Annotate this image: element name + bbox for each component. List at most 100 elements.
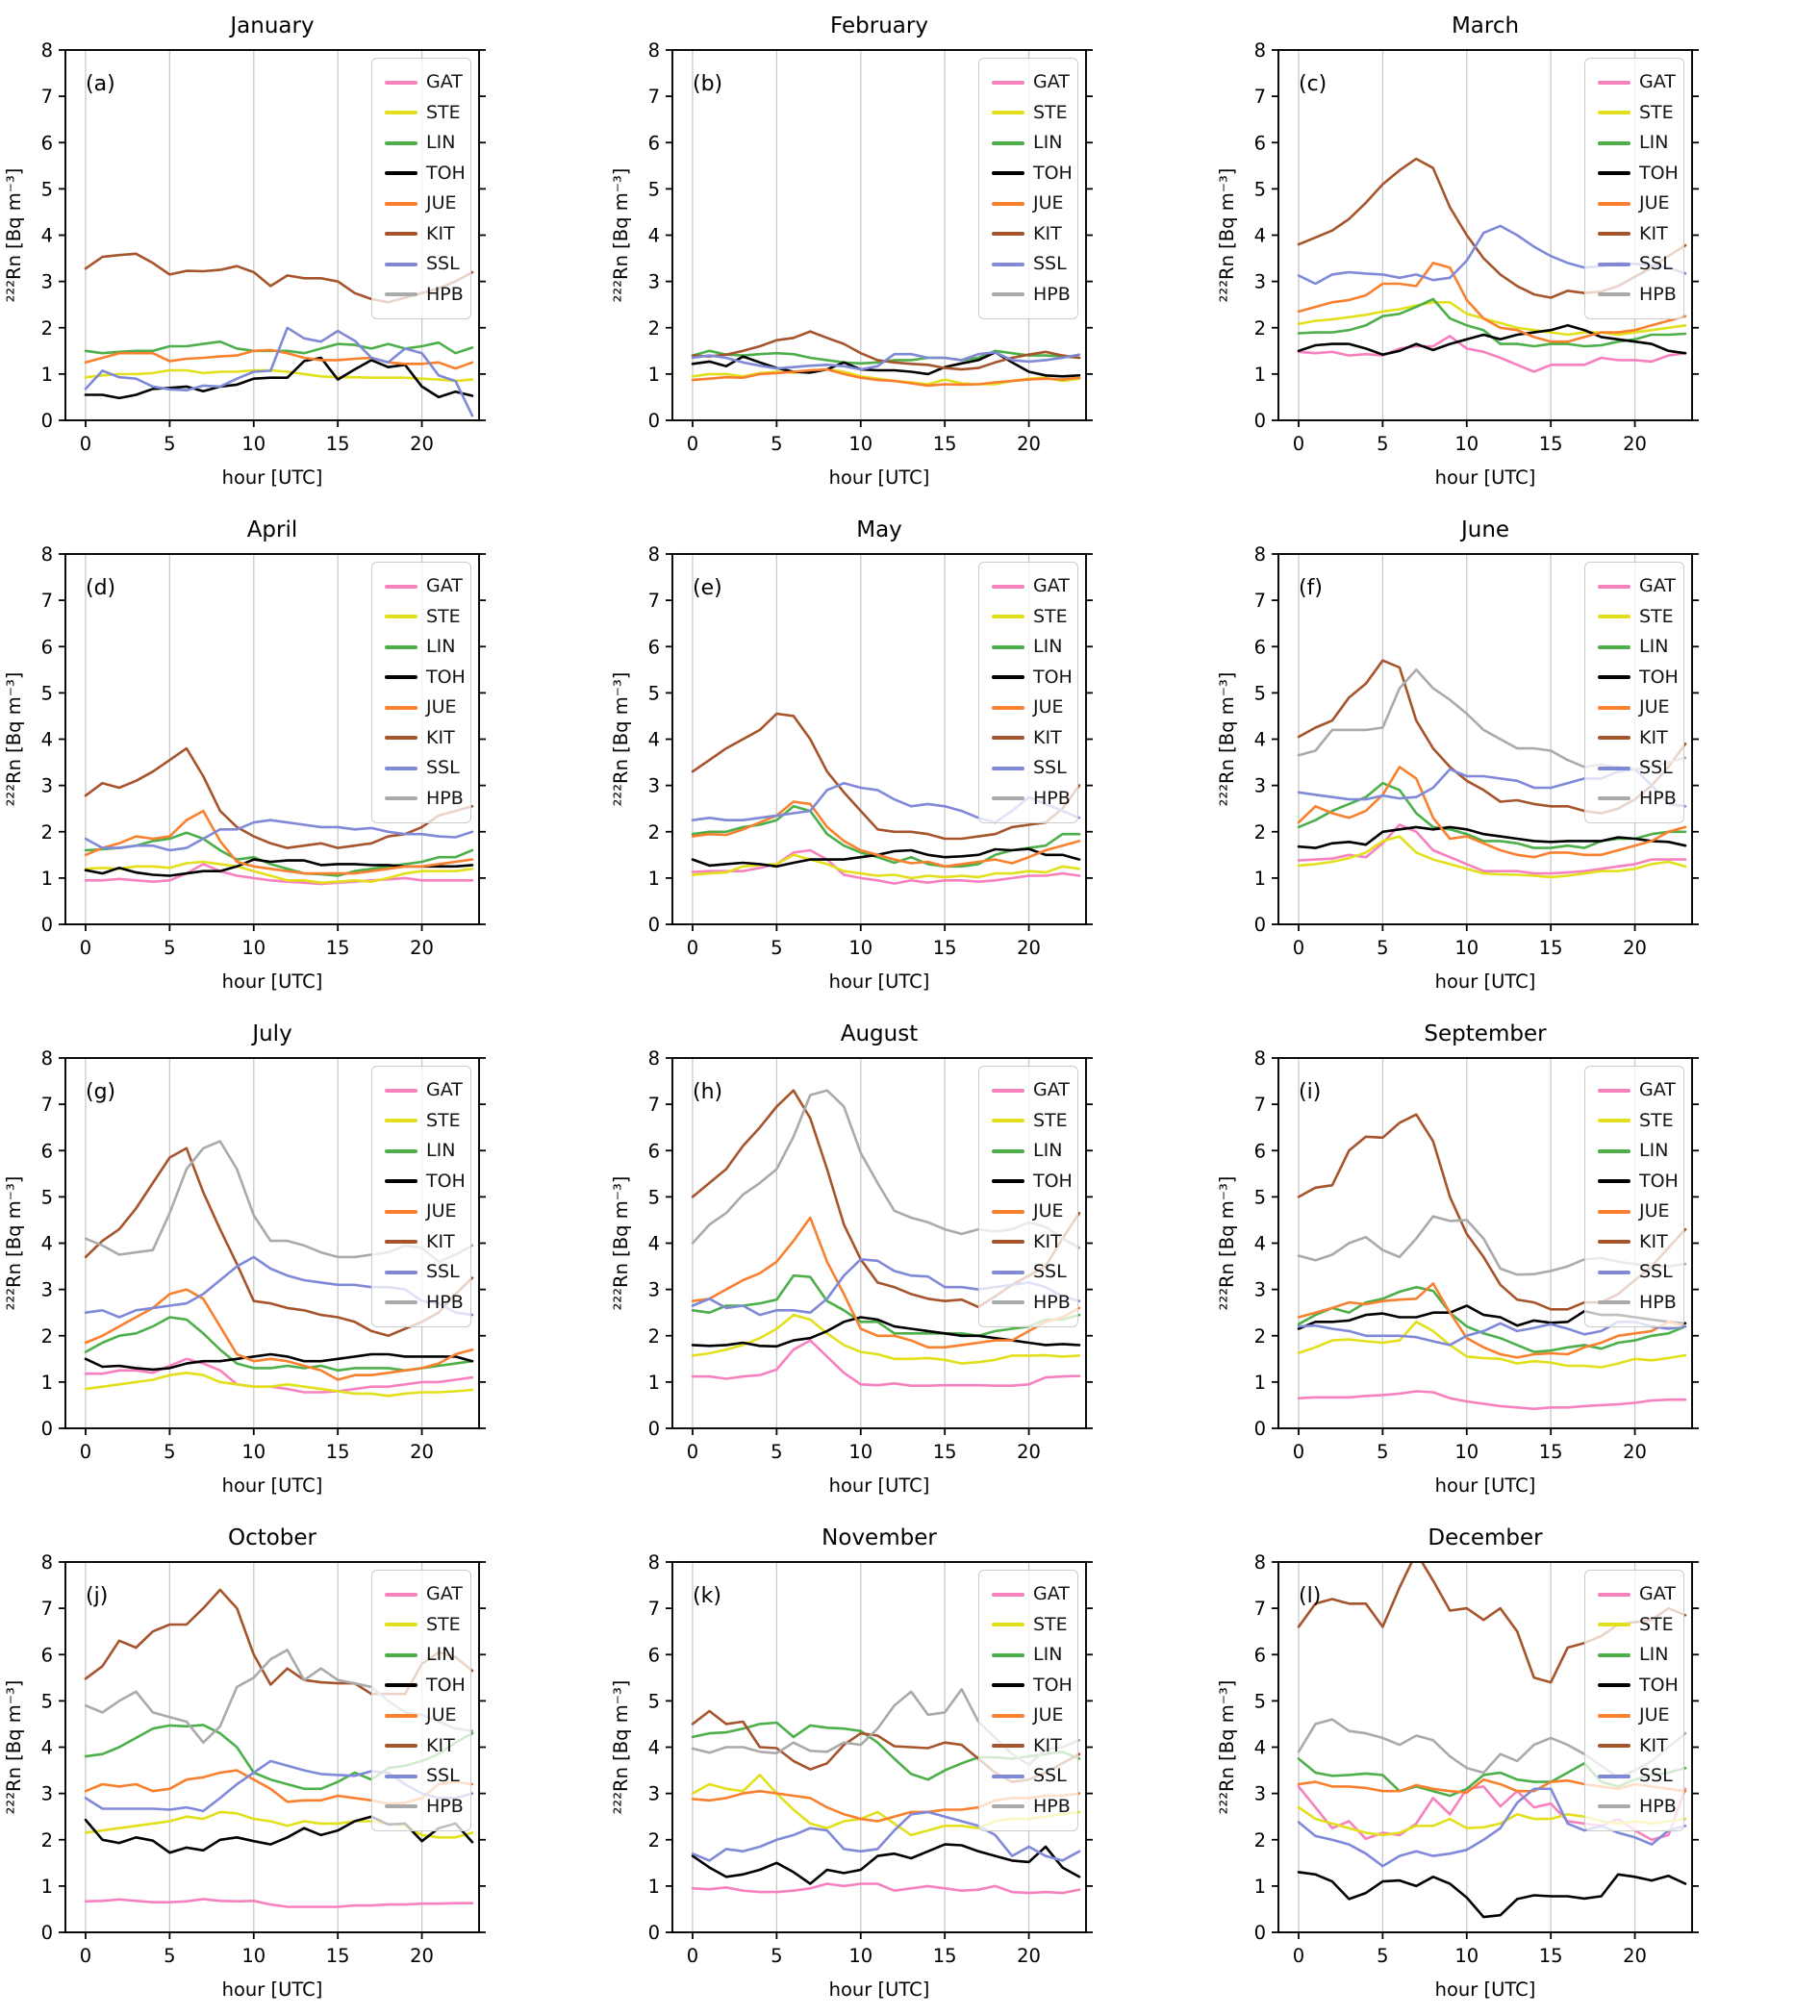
legend-line-swatch-JUE	[1598, 1209, 1630, 1214]
x-tick-label: 15	[1539, 433, 1563, 455]
legend-entry-STE: STE	[1598, 1615, 1680, 1634]
panel-letter: (e)	[693, 576, 722, 600]
x-axis-label: hour [UTC]	[222, 970, 323, 993]
legend-label: KIT	[1033, 222, 1062, 244]
legend-entry-HPB: HPB	[385, 1293, 467, 1312]
legend-label: KIT	[1033, 1734, 1062, 1756]
legend-entry-LIN: LIN	[1598, 638, 1680, 656]
series-line-JUE	[84, 809, 474, 875]
x-tick-label: 5	[164, 937, 175, 959]
legend-label: JUE	[426, 192, 457, 214]
legend-line-swatch-KIT	[992, 1744, 1024, 1749]
series-line-JUE	[691, 367, 1081, 388]
series-line-STE	[1297, 300, 1687, 337]
x-tick-label: 5	[164, 1945, 175, 1967]
y-tick-label: 7	[648, 86, 660, 108]
panel-title: August	[841, 1021, 919, 1046]
legend-label: TOH	[1639, 666, 1679, 688]
series-line-GAT	[84, 1898, 474, 1908]
legend-label: LIN	[426, 1644, 456, 1666]
legend-label: KIT	[426, 1734, 455, 1756]
legend-line-swatch-LIN	[1598, 1652, 1630, 1657]
y-tick-label: 0	[41, 1922, 53, 1944]
series-line-TOH	[691, 847, 1081, 869]
legend-entry-GAT: GAT	[385, 1585, 467, 1603]
legend-line-swatch-JUE	[385, 1713, 417, 1718]
panel-letter: (k)	[693, 1584, 721, 1608]
y-tick-label: 5	[41, 1186, 53, 1208]
legend-label: STE	[1639, 101, 1674, 123]
x-tick-label: 5	[1377, 937, 1388, 959]
legend-line-swatch-GAT	[1598, 80, 1630, 85]
series-line-STE	[84, 368, 474, 383]
series-line-SSL	[84, 819, 474, 852]
legend-line-swatch-SSL	[385, 1774, 417, 1778]
y-tick-label: 4	[1254, 225, 1266, 247]
legend-entry-STE: STE	[1598, 101, 1680, 123]
series-line-TOH	[84, 1352, 474, 1372]
legend-label: TOH	[1033, 1170, 1073, 1192]
panel-title: May	[856, 517, 902, 542]
legend-entry-JUE: JUE	[1598, 194, 1680, 213]
panel-title: September	[1424, 1021, 1547, 1046]
legend-label: KIT	[1639, 726, 1668, 748]
legend-label: LIN	[1639, 1140, 1669, 1162]
y-axis-label: ²²²Rn [Bq m⁻³]	[1216, 1176, 1238, 1311]
legend-entry-TOH: TOH	[385, 1676, 467, 1695]
legend-line-swatch-TOH	[385, 1683, 417, 1688]
y-tick-label: 2	[648, 317, 660, 340]
legend-line-swatch-STE	[992, 1119, 1024, 1123]
panel-march: 0 1 2 3 4 5 6 7 8 0 5 10 15 20 March (c) hour [UTC] ²²²Rn…	[1213, 0, 1820, 504]
legend-entry-TOH: TOH	[1598, 668, 1680, 687]
y-tick-label: 0	[648, 1922, 660, 1944]
y-tick-label: 3	[1254, 1783, 1266, 1805]
y-tick-label: 6	[1254, 132, 1266, 154]
series-line-SSL	[691, 1810, 1081, 1862]
y-tick-label: 5	[1254, 682, 1266, 704]
y-tick-label: 7	[41, 1094, 53, 1116]
panel-title: February	[830, 13, 928, 38]
legend-label: HPB	[1033, 283, 1071, 305]
panel-title: June	[1459, 517, 1509, 542]
legend-line-swatch-STE	[992, 111, 1024, 115]
legend-entry-SSL: SSL	[1598, 1263, 1680, 1281]
legend-entry-HPB: HPB	[385, 789, 467, 808]
legend-entry-HPB: HPB	[385, 1797, 467, 1816]
legend-line-swatch-KIT	[1598, 232, 1630, 237]
x-tick-label: 5	[164, 433, 175, 455]
x-axis-label: hour [UTC]	[1435, 970, 1536, 993]
legend-entry-JUE: JUE	[385, 698, 467, 717]
legend: GAT STE LIN TOH JUE KIT SSL HPB	[978, 1570, 1078, 1831]
y-tick-label: 4	[1254, 1233, 1266, 1255]
panel-august: 0 1 2 3 4 5 6 7 8 0 5 10 15 20 August (h) hour [UTC] ²²²R…	[607, 1008, 1214, 1512]
series-line-SSL	[1297, 1787, 1687, 1868]
x-tick-label: 20	[1623, 1441, 1647, 1463]
y-axis-label: ²²²Rn [Bq m⁻³]	[3, 1176, 25, 1311]
legend-line-swatch-SSL	[992, 1270, 1024, 1274]
x-tick-label: 10	[1454, 1945, 1479, 1967]
y-tick-label: 1	[41, 364, 53, 386]
y-tick-label: 2	[1254, 1325, 1266, 1348]
legend-entry-JUE: JUE	[992, 1202, 1074, 1221]
x-tick-label: 20	[1623, 937, 1647, 959]
x-tick-label: 5	[164, 1441, 175, 1463]
legend-line-swatch-STE	[385, 111, 417, 115]
legend-entry-SSL: SSL	[992, 1263, 1074, 1281]
series-line-KIT	[691, 712, 1081, 841]
y-tick-label: 5	[41, 1690, 53, 1712]
panel-january: 0 1 2 3 4 5 6 7 8 0 5 10 15 20 January (a) hour [UTC] ²²²…	[0, 0, 607, 504]
y-tick-label: 4	[648, 1233, 660, 1255]
legend: GAT STE LIN TOH JUE KIT SSL HPB	[1584, 1570, 1684, 1831]
x-tick-label: 5	[1377, 1441, 1388, 1463]
y-tick-label: 3	[1254, 271, 1266, 293]
x-tick-label: 10	[1454, 1441, 1479, 1463]
x-tick-label: 10	[848, 1441, 872, 1463]
legend-entry-STE: STE	[385, 1111, 467, 1130]
legend-label: LIN	[1639, 1644, 1669, 1666]
chart-svg-june: 0 1 2 3 4 5 6 7 8 0 5 10 15 20 June (f) hour [UTC] ²²²Rn …	[1216, 517, 1699, 993]
legend-line-swatch-SSL	[1598, 1774, 1630, 1778]
legend-label: GAT	[1639, 575, 1676, 597]
legend-line-swatch-GAT	[385, 584, 417, 589]
legend-label: LIN	[1033, 1644, 1063, 1666]
legend-label: STE	[1033, 605, 1068, 627]
